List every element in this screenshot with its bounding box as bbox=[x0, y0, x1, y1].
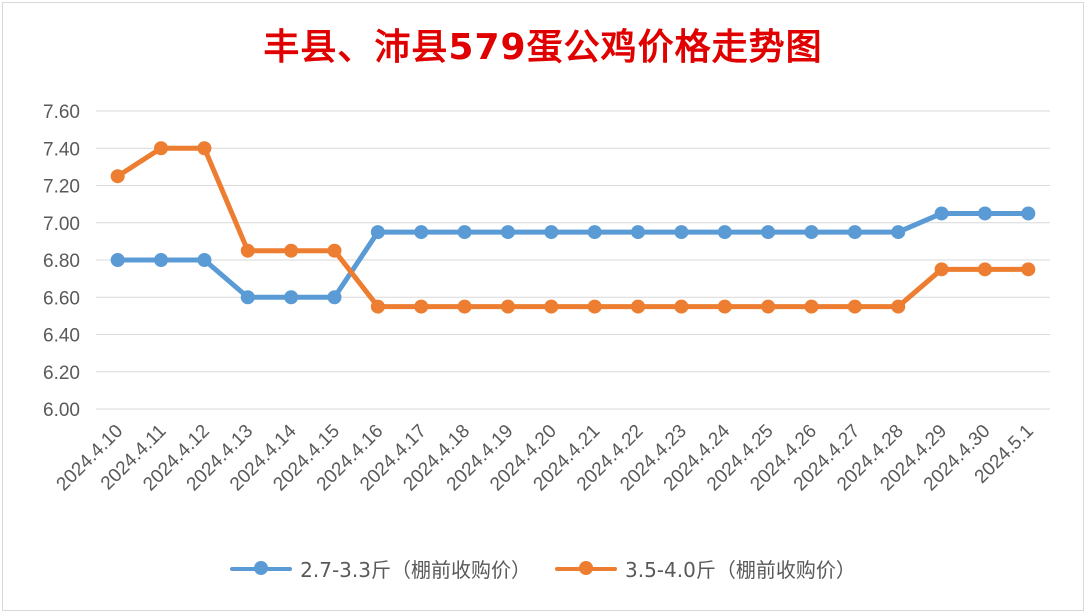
y-tick-label: 6.00 bbox=[43, 400, 80, 421]
data-point-series-1 bbox=[717, 225, 732, 240]
data-point-series-1 bbox=[284, 290, 299, 305]
data-point-series-2 bbox=[197, 141, 212, 156]
data-point-series-2 bbox=[631, 299, 646, 314]
data-point-series-2 bbox=[544, 299, 559, 314]
y-tick-label: 6.60 bbox=[43, 288, 80, 309]
legend: 2.7-3.3斤（棚前收购价） 3.5-4.0斤（棚前收购价） bbox=[0, 554, 1086, 583]
data-point-series-2 bbox=[977, 262, 992, 277]
data-point-series-2 bbox=[240, 243, 255, 258]
data-point-series-2 bbox=[370, 299, 385, 314]
data-point-series-1 bbox=[1021, 206, 1036, 221]
data-point-series-1 bbox=[891, 225, 906, 240]
data-point-series-2 bbox=[717, 299, 732, 314]
data-point-series-2 bbox=[154, 141, 169, 156]
legend-swatch-series-1 bbox=[230, 560, 293, 575]
data-point-series-1 bbox=[544, 225, 559, 240]
y-tick-label: 6.20 bbox=[43, 363, 80, 384]
data-point-series-2 bbox=[934, 262, 949, 277]
data-point-series-1 bbox=[327, 290, 342, 305]
data-point-series-1 bbox=[631, 225, 646, 240]
data-point-series-2 bbox=[110, 169, 125, 184]
data-point-series-2 bbox=[587, 299, 602, 314]
data-point-series-1 bbox=[154, 253, 169, 267]
chart-title: 丰县、沛县579蛋公鸡价格走势图 bbox=[263, 27, 823, 68]
data-point-series-2 bbox=[457, 299, 472, 314]
y-tick-label: 6.40 bbox=[43, 326, 80, 347]
legend-marker-icon bbox=[579, 560, 593, 575]
data-point-series-2 bbox=[891, 299, 906, 314]
data-point-series-1 bbox=[587, 225, 602, 240]
series-line-1 bbox=[115, 210, 1031, 300]
data-point-series-1 bbox=[457, 225, 472, 240]
data-point-series-1 bbox=[500, 225, 515, 240]
series-line-2 bbox=[115, 145, 1031, 310]
data-point-series-2 bbox=[674, 299, 689, 314]
data-point-series-1 bbox=[847, 225, 862, 240]
data-point-series-1 bbox=[240, 290, 255, 305]
data-point-series-1 bbox=[370, 225, 385, 240]
data-point-series-2 bbox=[761, 299, 776, 314]
y-tick-label: 7.60 bbox=[43, 102, 80, 123]
data-point-series-1 bbox=[804, 225, 819, 240]
data-point-series-1 bbox=[977, 206, 992, 221]
y-tick-label: 6.80 bbox=[43, 251, 80, 272]
legend-swatch-series-2 bbox=[555, 560, 617, 575]
legend-item-series-1[interactable]: 2.7-3.3斤（棚前收购价） bbox=[230, 554, 531, 583]
data-point-series-1 bbox=[674, 225, 689, 240]
legend-label-series-2: 3.5-4.0斤（棚前收购价） bbox=[625, 558, 856, 582]
data-point-series-1 bbox=[934, 206, 949, 221]
y-tick-label: 7.40 bbox=[43, 139, 80, 160]
data-point-series-2 bbox=[327, 243, 342, 258]
data-point-series-1 bbox=[761, 225, 776, 240]
data-point-series-2 bbox=[414, 299, 429, 314]
data-point-series-1 bbox=[414, 225, 429, 240]
data-point-series-1 bbox=[197, 253, 212, 267]
data-point-series-2 bbox=[284, 243, 299, 258]
legend-item-series-2[interactable]: 3.5-4.0斤（棚前收购价） bbox=[555, 554, 856, 583]
legend-label-series-1: 2.7-3.3斤（棚前收购价） bbox=[300, 558, 531, 582]
data-point-series-2 bbox=[1021, 262, 1036, 277]
data-point-series-2 bbox=[500, 299, 515, 314]
data-point-series-2 bbox=[804, 299, 819, 314]
legend-marker-icon bbox=[254, 560, 269, 575]
y-tick-label: 7.00 bbox=[43, 214, 80, 235]
data-point-series-1 bbox=[110, 253, 125, 267]
y-tick-label: 7.20 bbox=[43, 177, 80, 198]
data-point-series-2 bbox=[847, 299, 862, 314]
